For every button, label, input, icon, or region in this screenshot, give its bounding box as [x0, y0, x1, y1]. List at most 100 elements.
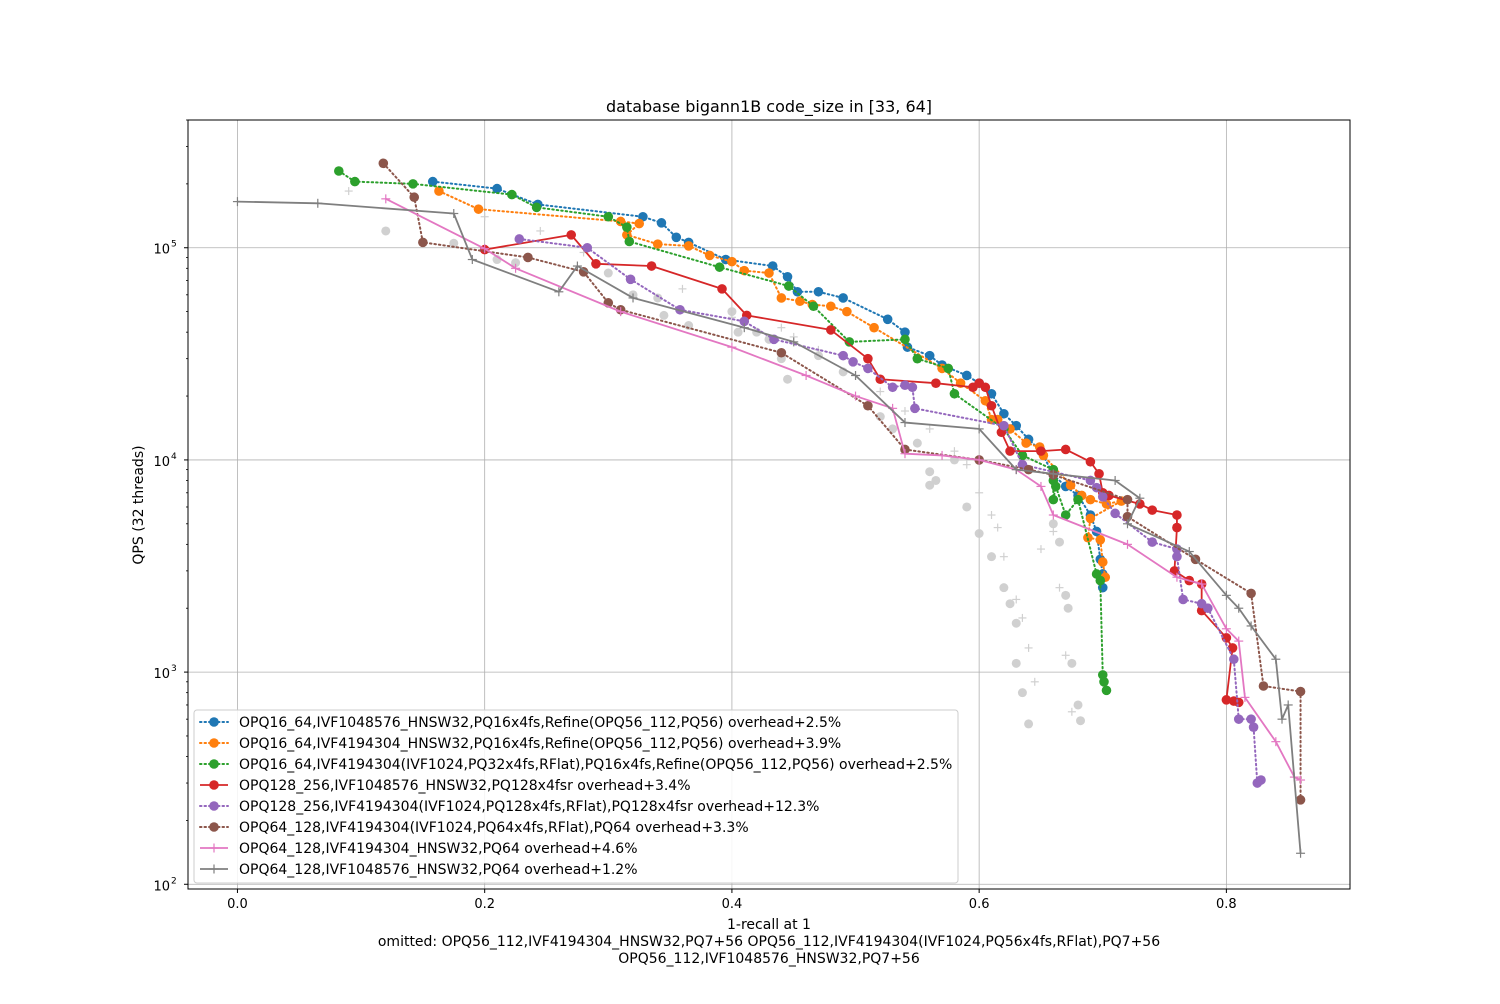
data-point — [869, 322, 879, 333]
data-point — [1172, 522, 1182, 533]
data-point — [1094, 469, 1104, 479]
data-point — [1110, 475, 1120, 485]
background-point — [1076, 716, 1086, 726]
data-point — [671, 232, 682, 243]
data-point — [900, 327, 910, 337]
data-point — [507, 189, 517, 200]
background-point — [653, 293, 663, 303]
background-point — [449, 238, 459, 248]
y-tick-exponent: 2 — [171, 876, 177, 886]
data-point — [826, 325, 836, 335]
data-point — [1048, 510, 1058, 520]
data-point — [1065, 480, 1076, 491]
background-point — [974, 529, 984, 539]
data-point — [783, 281, 794, 291]
background-point — [1048, 519, 1058, 529]
data-point — [1172, 551, 1182, 562]
data-point — [467, 255, 477, 265]
data-point — [1005, 446, 1015, 456]
data-point — [616, 307, 626, 317]
legend-label: OPQ128_256,IVF4194304(IVF1024,PQ128x4fs,… — [239, 799, 819, 815]
data-point — [1233, 697, 1244, 708]
data-point — [1101, 499, 1112, 509]
data-point — [937, 450, 947, 460]
data-point — [1110, 508, 1120, 519]
legend-label: OPQ64_128,IVF4194304_HNSW32,PQ64 overhea… — [239, 841, 638, 857]
background-point — [1067, 658, 1077, 668]
data-point — [1296, 775, 1306, 785]
legend-label: OPQ64_128,IVF4194304(IVF1024,PQ64x4fs,RF… — [239, 820, 749, 836]
data-point — [622, 222, 632, 232]
data-point — [334, 166, 344, 176]
data-point — [1135, 493, 1145, 503]
background-point — [876, 387, 885, 396]
data-point — [808, 301, 819, 312]
data-point — [628, 293, 638, 303]
data-point — [1258, 681, 1269, 691]
background-point — [678, 284, 687, 293]
data-point — [961, 370, 972, 381]
background-point — [1067, 707, 1076, 716]
data-point — [776, 293, 787, 303]
data-point — [1295, 795, 1306, 805]
background-point — [987, 511, 996, 520]
data-point — [1122, 519, 1132, 529]
data-point — [1248, 722, 1259, 732]
data-point — [434, 186, 444, 196]
legend-item: OPQ128_256,IVF1048576_HNSW32,PQ128x4fsr … — [200, 778, 691, 794]
background-series — [381, 226, 1086, 729]
data-point — [801, 370, 811, 380]
legend-marker — [209, 717, 219, 727]
legend-label: OPQ16_64,IVF4194304_HNSW32,PQ16x4fs,Refi… — [239, 736, 841, 752]
legend-label: OPQ128_256,IVF1048576_HNSW32,PQ128x4fsr … — [239, 778, 691, 794]
data-point — [1073, 494, 1083, 505]
footnote-line-1: omitted: OPQ56_112,IVF4194304_HNSW32,PQ7… — [378, 934, 1160, 950]
data-point — [782, 271, 793, 282]
background-point — [344, 187, 353, 196]
data-point — [1197, 579, 1207, 589]
data-point — [1184, 547, 1194, 557]
legend-label: OPQ64_128,IVF1048576_HNSW32,PQ64 overhea… — [239, 862, 638, 878]
background-point — [1012, 595, 1021, 604]
legend-item: OPQ64_128,IVF4194304(IVF1024,PQ64x4fs,RF… — [199, 820, 749, 836]
data-point — [1011, 465, 1021, 475]
data-point — [851, 370, 861, 380]
data-point — [554, 287, 564, 297]
data-point — [863, 363, 873, 374]
background-point — [733, 327, 743, 337]
legend: OPQ16_64,IVF1048576_HNSW32,PQ16x4fs,Refi… — [193, 709, 959, 884]
background-point — [480, 212, 489, 221]
data-point — [838, 293, 848, 303]
data-point — [1172, 572, 1182, 582]
data-point — [999, 420, 1009, 431]
data-point — [717, 284, 727, 294]
data-point — [1221, 624, 1231, 634]
data-point — [634, 218, 645, 229]
data-point — [656, 218, 667, 228]
data-point — [986, 400, 997, 411]
y-tick-exponent: 4 — [171, 452, 177, 462]
chart-title: database bigann1B code_size in [33, 64] — [606, 97, 932, 117]
data-point — [792, 286, 803, 297]
data-point — [449, 209, 459, 219]
legend-marker — [209, 843, 219, 853]
data-point — [511, 263, 521, 273]
background-point — [931, 475, 941, 485]
data-point — [943, 363, 954, 374]
data-point — [1099, 677, 1109, 687]
background-point — [1049, 527, 1058, 536]
data-point — [1095, 535, 1106, 545]
data-point — [1036, 446, 1046, 456]
background-point — [1011, 618, 1021, 628]
data-point — [572, 261, 582, 271]
data-point — [1085, 494, 1096, 505]
legend-marker — [209, 738, 219, 748]
data-point — [907, 382, 918, 393]
data-point — [1017, 450, 1028, 461]
background-point — [975, 488, 984, 497]
data-point — [848, 357, 858, 367]
legend-marker — [209, 780, 219, 790]
data-point — [851, 391, 861, 401]
axes-frame — [187, 119, 1351, 890]
data-point — [900, 449, 910, 459]
